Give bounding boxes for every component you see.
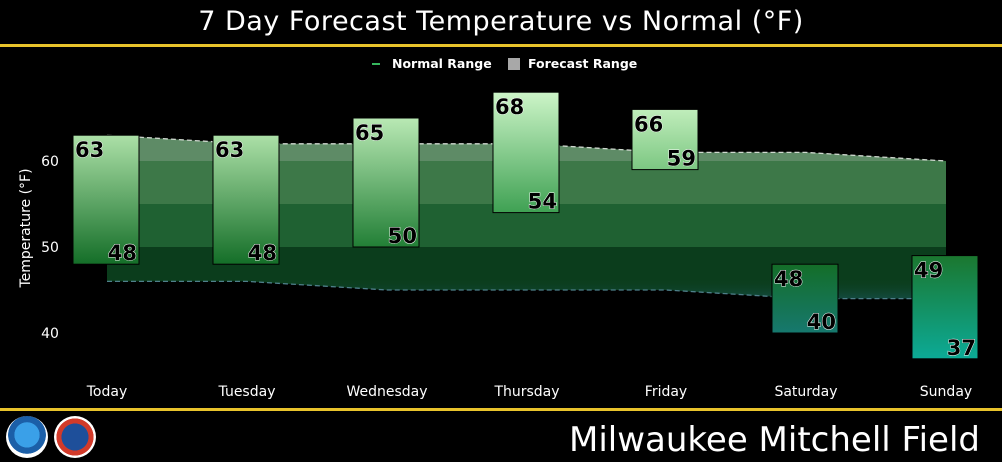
forecast-low-label: 48 xyxy=(248,241,277,265)
chart-title: 7 Day Forecast Temperature vs Normal (°F… xyxy=(198,6,804,37)
forecast-bar[interactable] xyxy=(212,134,280,265)
bottom-divider xyxy=(0,408,1002,411)
forecast-bar-group: 63 48 xyxy=(72,134,140,266)
forecast-high-label: 65 xyxy=(355,121,384,145)
forecast-bar[interactable] xyxy=(492,91,560,214)
forecast-bar-group: 49 37 xyxy=(911,255,979,360)
forecast-high-label: 68 xyxy=(495,95,524,119)
x-tick-label: Friday xyxy=(645,384,687,400)
x-tick-label: Wednesday xyxy=(346,384,427,400)
x-tick-label: Today xyxy=(86,384,128,400)
legend-item-normal-range[interactable]: Normal Range xyxy=(372,56,492,71)
x-tick-label: Sunday xyxy=(920,384,972,400)
nws-logo-icon xyxy=(54,416,96,458)
forecast-bar-group: 65 50 xyxy=(352,117,420,248)
forecast-low-label: 37 xyxy=(947,336,976,360)
forecast-high-label: 63 xyxy=(215,138,244,162)
forecast-low-label: 50 xyxy=(388,224,417,248)
y-tick-label: 60 xyxy=(41,154,59,170)
forecast-bar[interactable] xyxy=(771,263,839,334)
forecast-low-label: 48 xyxy=(108,241,137,265)
station-name: Milwaukee Mitchell Field xyxy=(569,420,980,460)
x-tick-label: Thursday xyxy=(493,384,559,400)
y-tick-label: 50 xyxy=(41,240,59,256)
x-tick-label: Saturday xyxy=(774,384,837,400)
legend-label-normal-range: Normal Range xyxy=(392,56,492,71)
forecast-bar[interactable] xyxy=(631,108,699,171)
forecast-range-swatch xyxy=(508,57,520,70)
forecast-high-label: 49 xyxy=(914,259,943,283)
forecast-bar[interactable] xyxy=(352,117,420,248)
top-divider xyxy=(0,44,1002,47)
forecast-high-label: 48 xyxy=(774,267,803,291)
legend: Normal Range Forecast Range xyxy=(0,52,1002,74)
chart-title-bar: 7 Day Forecast Temperature vs Normal (°F… xyxy=(0,0,1002,44)
forecast-bar-group: 63 48 xyxy=(212,134,280,266)
forecast-high-label: 63 xyxy=(75,138,104,162)
forecast-high-label: 66 xyxy=(634,112,663,136)
legend-label-forecast-range: Forecast Range xyxy=(528,56,638,71)
y-tick-label: 40 xyxy=(41,326,59,342)
forecast-bar-group: 68 54 xyxy=(492,91,560,214)
legend-item-forecast-range[interactable]: Forecast Range xyxy=(508,56,637,71)
forecast-low-label: 59 xyxy=(667,147,696,171)
x-tick-label: Tuesday xyxy=(218,384,276,400)
noaa-logo-icon xyxy=(6,416,48,458)
y-axis-title: Temperature (°F) xyxy=(18,168,34,288)
forecast-low-label: 40 xyxy=(807,310,836,334)
normal-range-swatch xyxy=(372,62,380,65)
forecast-bar[interactable] xyxy=(72,134,140,265)
forecast-bar[interactable] xyxy=(911,255,979,360)
forecast-low-label: 54 xyxy=(528,190,557,214)
footer-bar xyxy=(0,411,1002,461)
